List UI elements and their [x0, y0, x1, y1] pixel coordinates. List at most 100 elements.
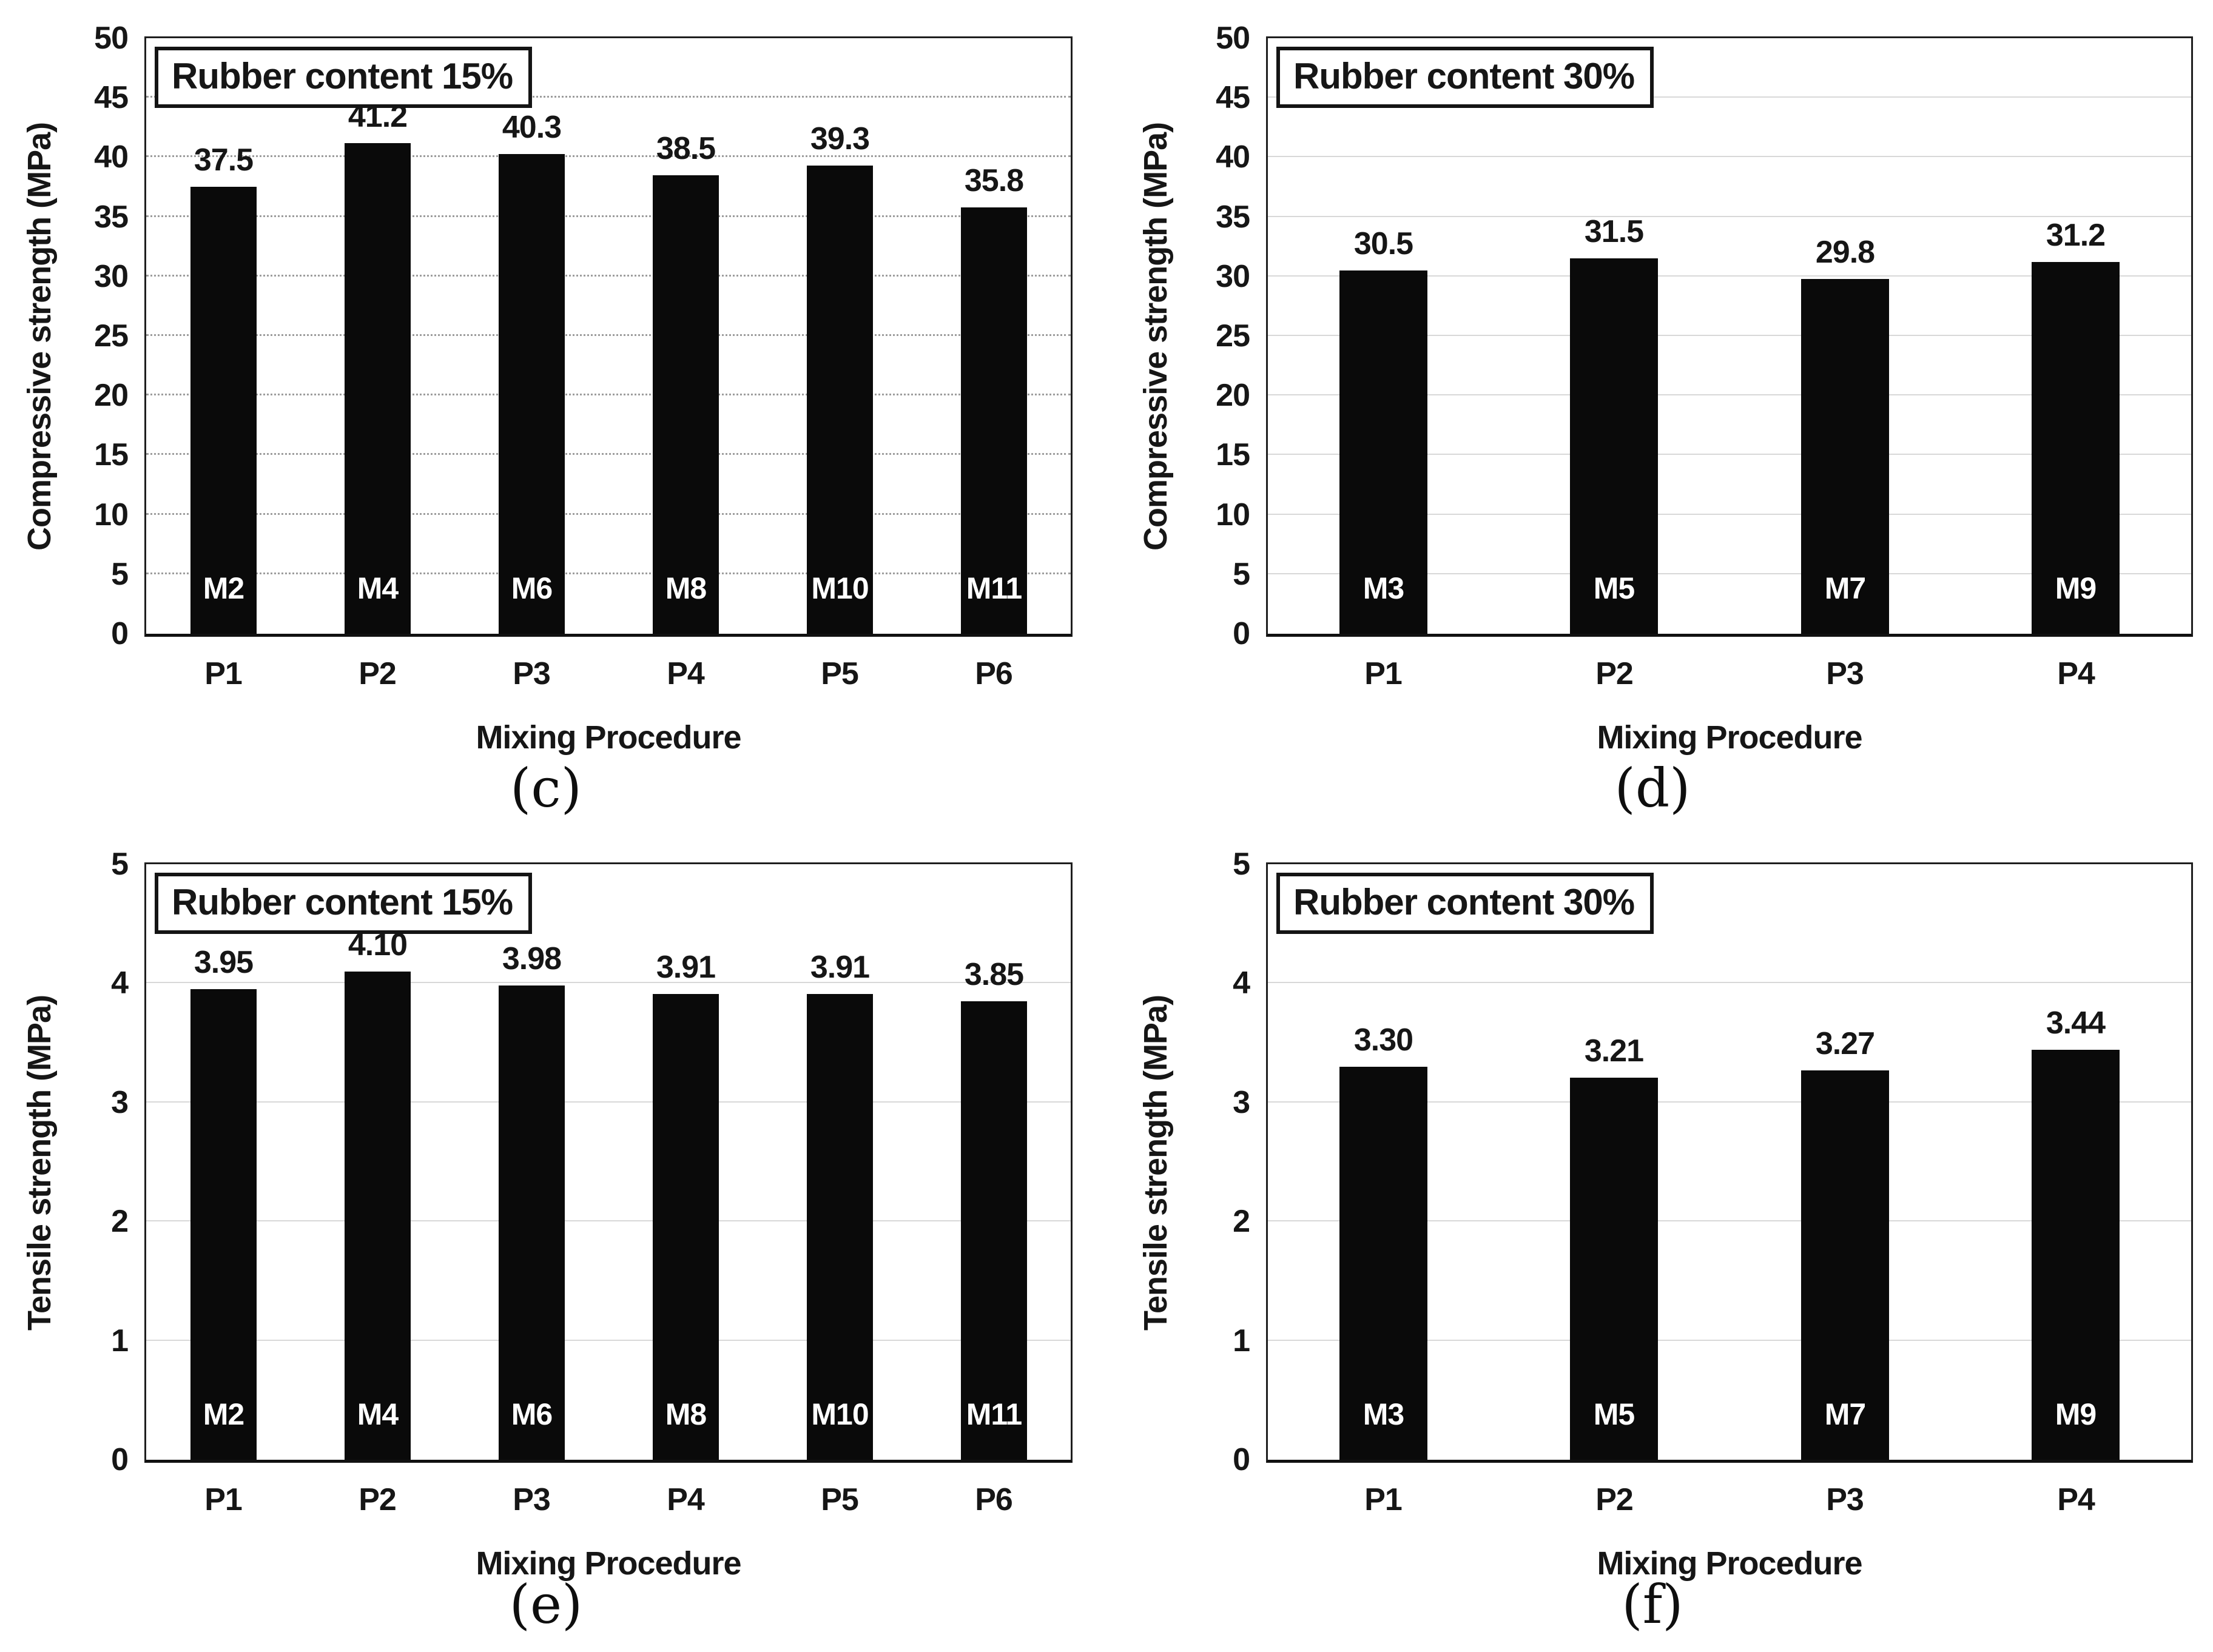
bar-value-label: 3.91 [656, 950, 716, 985]
bar-value-label: 30.5 [1353, 226, 1413, 261]
bar: 3.95 M2 [190, 945, 257, 1460]
x-axis-tick-label: P3 [1826, 1482, 1864, 1517]
x-axis-tick-label: P1 [1364, 656, 1403, 691]
gridline [1268, 513, 2191, 515]
bar-series-label: M11 [966, 1397, 1023, 1431]
bar-value-label: 37.5 [194, 143, 254, 178]
bar-series-label: M6 [511, 571, 553, 605]
gridline [146, 512, 1071, 515]
y-axis-tick-label: 50 [94, 21, 129, 56]
plot-area: Rubber content 30% 0 1 2 3 4 5 3.30 M3 P1 3.21 M5 P… [1233, 847, 2193, 1517]
bar-value-label: 29.8 [1815, 235, 1875, 270]
gridline [146, 155, 1071, 158]
bar: 31.2 M9 [2032, 218, 2120, 634]
gridline [1268, 1339, 2191, 1341]
x-axis-title: Mixing Procedure [1597, 719, 1862, 756]
gridline [146, 1220, 1071, 1222]
y-axis-tick-label: 40 [94, 139, 129, 175]
bar-series-label: M4 [357, 1397, 399, 1431]
annotation-box: Rubber content 15% [155, 47, 533, 108]
bar: 3.91 M10 [807, 950, 873, 1460]
bar-value-label: 40.3 [502, 110, 562, 145]
bar-value-label: 38.5 [656, 131, 716, 166]
y-axis-tick-label: 0 [111, 616, 129, 651]
bar-value-label: 3.44 [2046, 1006, 2106, 1041]
bar: 3.21 M5 [1570, 1033, 1658, 1460]
x-axis-tick-label: P3 [513, 656, 551, 691]
annotation-box: Rubber content 30% [1276, 47, 1654, 108]
y-axis-tick-label: 4 [1233, 965, 1250, 1001]
y-axis-tick-label: 50 [1216, 21, 1250, 56]
y-axis-tick-label: 15 [94, 437, 129, 473]
y-axis-tick-label: 4 [111, 965, 129, 1001]
bar-value-label: 3.85 [964, 957, 1024, 992]
bar: 30.5 M3 [1339, 226, 1427, 634]
gridline [1268, 394, 2191, 396]
y-axis-tick-label: 25 [1216, 318, 1250, 354]
bar-series-label: M8 [665, 1397, 707, 1431]
y-axis-tick-label: 1 [111, 1323, 129, 1358]
bar: 29.8 M7 [1801, 235, 1889, 634]
y-axis-tick-label: 35 [1216, 199, 1250, 235]
y-axis-tick-label: 2 [1233, 1204, 1250, 1240]
panel-c: Compressive strength (MPa) Rubber conten… [0, 0, 1092, 826]
y-axis-tick-label: 40 [1216, 139, 1250, 175]
bar: 31.5 M5 [1570, 214, 1658, 634]
x-axis-title: Mixing Procedure [1597, 1545, 1862, 1582]
bar-value-label: 3.21 [1584, 1033, 1644, 1069]
gridline [1268, 156, 2191, 158]
bar: 40.3 M6 [499, 110, 565, 634]
gridline [146, 1101, 1071, 1103]
y-axis-tick-label: 45 [94, 80, 129, 116]
bar: 41.2 M4 [345, 99, 411, 634]
panel-caption: (c) [510, 757, 582, 819]
gridline [1268, 982, 2191, 984]
bar: 37.5 M2 [190, 143, 257, 634]
x-axis-tick-label: P4 [667, 656, 705, 691]
bar-series-label: M9 [2055, 1397, 2097, 1431]
bar-series-label: M7 [1824, 1397, 1866, 1431]
panel-f: Tensile strength (MPa) Rubber content 30… [1092, 826, 2213, 1652]
y-axis-tick-label: 20 [94, 378, 129, 414]
x-axis-tick-label: P6 [975, 1482, 1013, 1517]
gridline [1268, 572, 2191, 574]
bar-series-label: M6 [511, 1397, 553, 1431]
plot-area: Rubber content 15% 0 5 10 15 20 25 30 35 40 45 50 3… [94, 21, 1073, 691]
x-axis-tick-label: P2 [1595, 656, 1634, 691]
bar: 3.30 M3 [1339, 1022, 1427, 1460]
bar-series-label: M9 [2055, 571, 2097, 605]
bar-series-label: M3 [1362, 571, 1404, 605]
y-axis-tick-label: 30 [94, 258, 129, 294]
y-axis-tick-label: 0 [1233, 616, 1250, 651]
gridline [1268, 1101, 2191, 1103]
x-axis-tick-label: P2 [359, 656, 397, 691]
gridline [146, 215, 1071, 217]
annotation-box: Rubber content 30% [1276, 873, 1654, 934]
bar-series-label: M7 [1824, 571, 1866, 605]
bar: 3.91 M8 [653, 950, 719, 1460]
bar-value-label: 31.5 [1584, 214, 1644, 249]
y-axis-tick-label: 0 [1233, 1442, 1250, 1477]
x-axis-tick-label: P4 [667, 1482, 705, 1517]
bar-value-label: 3.91 [810, 950, 870, 985]
y-axis-tick-label: 1 [1233, 1323, 1250, 1358]
bar-series-label: M11 [966, 571, 1023, 605]
bar-series-label: M5 [1593, 1397, 1635, 1431]
bar-series-label: M3 [1362, 1397, 1404, 1431]
bar-value-label: 3.30 [1353, 1022, 1413, 1058]
bar-series-label: M10 [811, 571, 869, 605]
x-axis-tick-label: P4 [2057, 1482, 2095, 1517]
y-axis-tick-label: 5 [1233, 847, 1250, 882]
bar: 35.8 M11 [961, 163, 1027, 634]
bar-series-label: M2 [203, 571, 244, 605]
bar: 3.44 M9 [2032, 1006, 2120, 1460]
x-axis-title: Mixing Procedure [476, 719, 741, 756]
gridline [1268, 96, 2191, 98]
gridline [146, 1339, 1071, 1341]
y-axis-tick-label: 10 [94, 497, 129, 532]
bar-value-label: 39.3 [810, 121, 870, 156]
x-axis-tick-label: P5 [821, 656, 859, 691]
bar-value-label: 35.8 [964, 163, 1024, 198]
bar: 4.10 M4 [345, 927, 411, 1460]
